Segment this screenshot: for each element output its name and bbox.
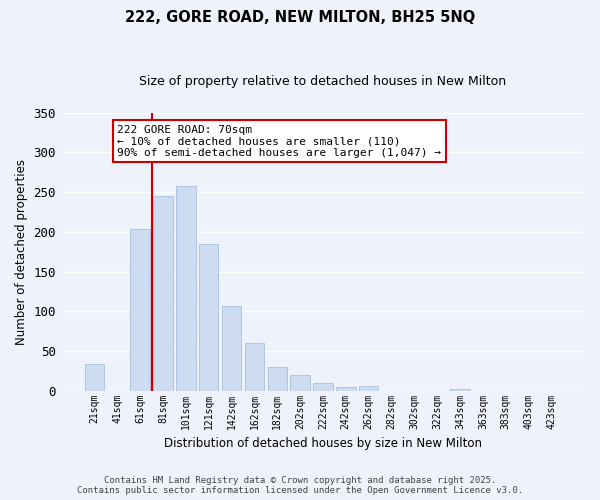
Bar	[336, 388, 356, 390]
Bar	[199, 244, 218, 390]
Bar	[359, 386, 379, 390]
Y-axis label: Number of detached properties: Number of detached properties	[15, 158, 28, 344]
Bar	[313, 382, 332, 390]
Bar	[176, 186, 196, 390]
Bar	[245, 343, 264, 390]
Bar	[222, 306, 241, 390]
Text: 222 GORE ROAD: 70sqm
← 10% of detached houses are smaller (110)
90% of semi-deta: 222 GORE ROAD: 70sqm ← 10% of detached h…	[118, 124, 442, 158]
Bar	[451, 389, 470, 390]
Text: 222, GORE ROAD, NEW MILTON, BH25 5NQ: 222, GORE ROAD, NEW MILTON, BH25 5NQ	[125, 10, 475, 25]
X-axis label: Distribution of detached houses by size in New Milton: Distribution of detached houses by size …	[164, 437, 482, 450]
Bar	[130, 228, 150, 390]
Bar	[153, 196, 173, 390]
Bar	[85, 364, 104, 390]
Bar	[290, 375, 310, 390]
Bar	[268, 367, 287, 390]
Title: Size of property relative to detached houses in New Milton: Size of property relative to detached ho…	[139, 75, 506, 88]
Text: Contains HM Land Registry data © Crown copyright and database right 2025.
Contai: Contains HM Land Registry data © Crown c…	[77, 476, 523, 495]
